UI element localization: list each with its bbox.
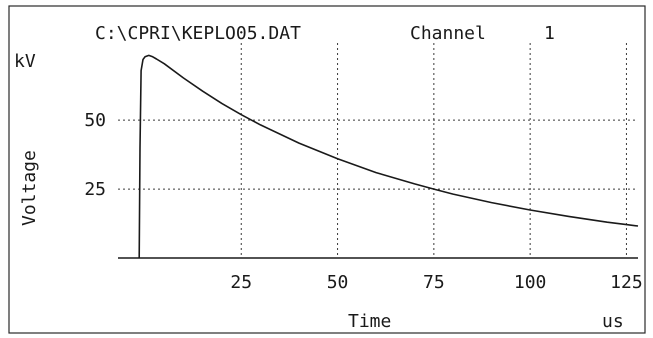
y-unit-label: kV [14, 51, 36, 72]
chart-title: C:\CPRI\KEPLO05.DAT [95, 23, 301, 44]
channel-label: Channel [410, 23, 486, 44]
channel-number: 1 [544, 23, 555, 44]
x-tick-label-100: 100 [514, 272, 547, 293]
x-tick-label-50: 50 [327, 272, 349, 293]
tick-labels: 25 50 75 100 125 25 50 [84, 110, 642, 293]
y-axis-label: Voltage [19, 150, 40, 226]
x-tick-label-125: 125 [610, 272, 643, 293]
x-tick-label-25: 25 [230, 272, 252, 293]
grid-lines [118, 43, 638, 258]
x-unit-label: us [602, 311, 624, 332]
y-tick-label-25: 25 [84, 179, 106, 200]
plot-area [138, 54, 639, 259]
x-tick-label-75: 75 [423, 272, 445, 293]
chart-frame [8, 5, 646, 334]
x-axis-label: Time [348, 311, 391, 332]
series-line-1 [138, 54, 639, 259]
y-tick-label-50: 50 [84, 110, 106, 131]
